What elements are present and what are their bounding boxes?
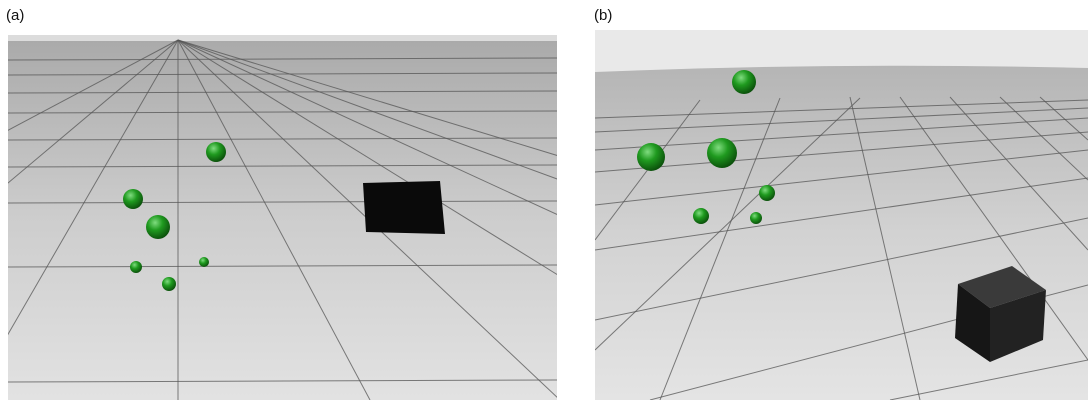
panel-label: (b) — [594, 7, 612, 24]
panel-label: (a) — [6, 7, 24, 24]
page: (a) (b) — [0, 0, 1088, 400]
scene-b — [595, 30, 1088, 400]
figure: (a) (b) — [0, 0, 1088, 400]
